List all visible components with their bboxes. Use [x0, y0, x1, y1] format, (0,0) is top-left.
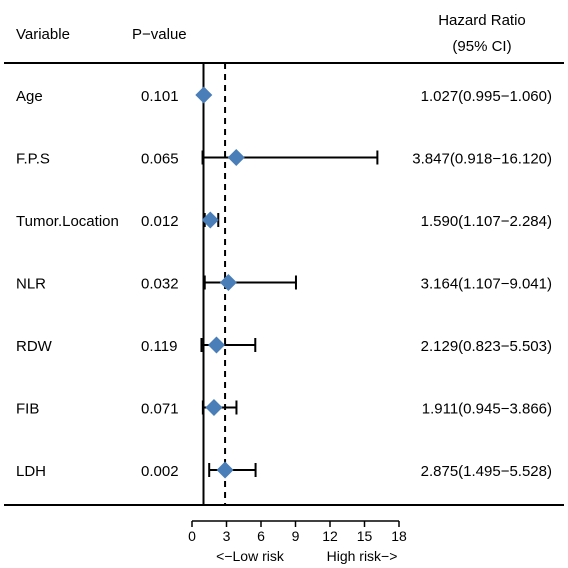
x-axis: 0 3 6 9 12 15 18 — [188, 520, 407, 544]
pvalue-text: 0.002 — [141, 463, 179, 480]
table-header: Variable P−value Hazard Ratio (95% CI) — [16, 12, 526, 55]
x-tick-label: 15 — [357, 528, 373, 544]
variable-label: Tumor.Location — [16, 213, 119, 230]
hr-ci-text: 2.129(0.823−5.503) — [421, 338, 552, 355]
variable-label: FIB — [16, 401, 39, 418]
pvalue-text: 0.012 — [141, 213, 179, 230]
hr-marker — [216, 461, 234, 479]
hr-ci-text: 1.911(0.945−3.866) — [422, 401, 552, 418]
x-tick-label: 6 — [257, 528, 265, 544]
x-tick-label: 3 — [223, 528, 231, 544]
table-row: F.P.S 0.065 3.847(0.918−16.120) — [16, 149, 552, 168]
variable-header: Variable — [16, 26, 70, 43]
table-row: LDH 0.002 2.875(1.495−5.528) — [16, 461, 552, 480]
hr-marker — [195, 86, 213, 104]
hr-ci-text: 1.027(0.995−1.060) — [421, 88, 552, 105]
pvalue-text: 0.032 — [141, 276, 179, 293]
hr-marker — [207, 336, 225, 354]
pvalue-text: 0.065 — [141, 151, 179, 168]
pvalue-text: 0.119 — [141, 338, 177, 355]
variable-label: LDH — [16, 463, 46, 480]
hr-marker — [201, 211, 219, 229]
variable-label: RDW — [16, 338, 53, 355]
pvalue-text: 0.101 — [141, 88, 179, 105]
variable-label: Age — [16, 88, 43, 105]
table-row: Tumor.Location 0.012 1.590(1.107−2.284) — [16, 211, 552, 230]
hr-ci-text: 3.847(0.918−16.120) — [412, 151, 552, 168]
table-row: RDW 0.119 2.129(0.823−5.503) — [16, 336, 552, 355]
hr-marker — [219, 274, 237, 291]
variable-label: F.P.S — [16, 151, 50, 168]
x-tick-label: 0 — [188, 528, 196, 544]
x-tick-label: 12 — [322, 528, 338, 544]
pvalue-header: P−value — [132, 26, 187, 43]
table-row: FIB 0.071 1.911(0.945−3.866) — [16, 399, 552, 418]
hr-header-line2: (95% CI) — [452, 38, 511, 55]
pvalue-text: 0.071 — [141, 401, 179, 418]
hr-header-line1: Hazard Ratio — [438, 12, 526, 29]
hr-marker — [227, 149, 245, 166]
low-risk-label: <−Low risk — [216, 548, 285, 564]
x-tick-label: 9 — [292, 528, 300, 544]
hr-marker — [205, 399, 223, 416]
hr-ci-text: 2.875(1.495−5.528) — [421, 463, 552, 480]
hr-ci-text: 1.590(1.107−2.284) — [421, 213, 552, 230]
high-risk-label: High risk−> — [327, 548, 398, 564]
variable-label: NLR — [16, 276, 46, 293]
table-row: NLR 0.032 3.164(1.107−9.041) — [16, 274, 552, 293]
hr-ci-text: 3.164(1.107−9.041) — [421, 276, 552, 293]
x-tick-label: 18 — [391, 528, 407, 544]
table-row: Age 0.101 1.027(0.995−1.060) — [16, 86, 552, 105]
